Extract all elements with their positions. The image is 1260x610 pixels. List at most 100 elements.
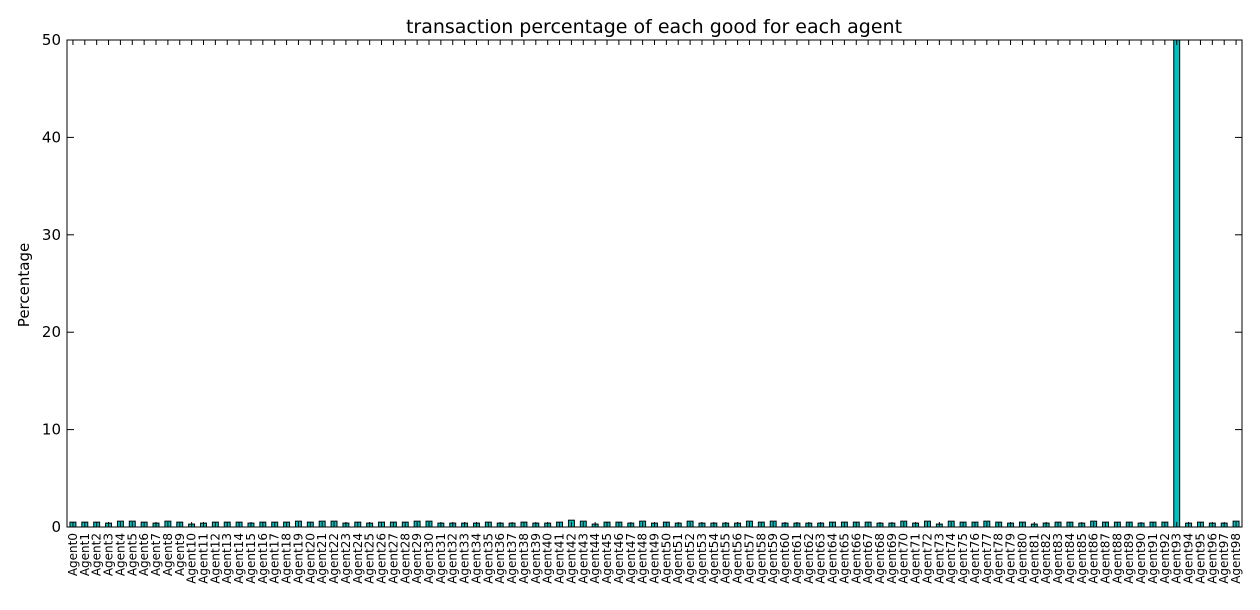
x-tick-labels: Agent0Agent1Agent2Agent3Agent4Agent5Agen… bbox=[66, 533, 1243, 584]
x-tick-label: Agent87 bbox=[1099, 533, 1113, 584]
x-tick-label: Agent39 bbox=[529, 533, 543, 584]
x-tick-label: Agent27 bbox=[386, 533, 400, 584]
x-tick-label: Agent34 bbox=[469, 533, 483, 584]
x-tick-label: Agent60 bbox=[778, 533, 792, 584]
x-tick-label: Agent78 bbox=[992, 533, 1006, 584]
x-tick-label: Agent53 bbox=[695, 533, 709, 584]
x-tick-label: Agent69 bbox=[885, 533, 899, 584]
x-tick-label: Agent65 bbox=[837, 533, 851, 584]
x-tick-label: Agent92 bbox=[1158, 533, 1172, 584]
x-tick-label: Agent42 bbox=[564, 533, 578, 584]
x-tick-label: Agent22 bbox=[327, 533, 341, 584]
x-tick-label: Agent77 bbox=[980, 533, 994, 584]
x-tick-label: Agent98 bbox=[1229, 533, 1243, 584]
x-tick-label: Agent44 bbox=[588, 533, 602, 584]
x-tick-label: Agent16 bbox=[256, 533, 270, 584]
x-tick-label: Agent17 bbox=[268, 533, 282, 584]
x-tick-label: Agent80 bbox=[1015, 533, 1029, 584]
bar-series bbox=[69, 39, 1240, 528]
x-tick-label: Agent81 bbox=[1027, 533, 1041, 584]
x-tick-label: Agent51 bbox=[671, 533, 685, 584]
x-tick-label: Agent64 bbox=[826, 533, 840, 584]
x-tick-label: Agent5 bbox=[125, 533, 139, 576]
x-tick-label: Agent26 bbox=[375, 533, 389, 584]
x-tick-label: Agent93 bbox=[1170, 533, 1184, 584]
x-tick-label: Agent48 bbox=[636, 533, 650, 584]
y-axis-label: Percentage bbox=[15, 243, 33, 327]
x-tick-label: Agent96 bbox=[1205, 533, 1219, 584]
x-tick-label: Agent82 bbox=[1039, 533, 1053, 584]
x-tick-label: Agent19 bbox=[291, 533, 305, 584]
y-tick-label: 30 bbox=[42, 226, 61, 244]
chart-title: transaction percentage of each good for … bbox=[406, 16, 902, 38]
x-tick-label: Agent29 bbox=[410, 533, 424, 584]
x-tick-label: Agent76 bbox=[968, 533, 982, 584]
x-tick-label: Agent1 bbox=[78, 533, 92, 576]
x-tick-label: Agent33 bbox=[458, 533, 472, 584]
x-tick-label: Agent20 bbox=[303, 533, 317, 584]
plot-frame bbox=[66, 39, 1243, 528]
x-tick-label: Agent59 bbox=[766, 533, 780, 584]
x-tick-label: Agent31 bbox=[434, 533, 448, 584]
x-tick-label: Agent67 bbox=[861, 533, 875, 584]
x-tick-label: Agent49 bbox=[648, 533, 662, 584]
x-tick-label: Agent71 bbox=[909, 533, 923, 584]
x-tick-label: Agent75 bbox=[956, 533, 970, 584]
x-tick-label: Agent94 bbox=[1182, 533, 1196, 584]
x-tick-label: Agent86 bbox=[1087, 533, 1101, 584]
x-tick-label: Agent9 bbox=[173, 533, 187, 576]
x-tick-label: Agent84 bbox=[1063, 533, 1077, 584]
x-tick-label: Agent55 bbox=[719, 533, 733, 584]
x-tick-label: Agent97 bbox=[1217, 533, 1231, 584]
x-tick-label: Agent62 bbox=[802, 533, 816, 584]
x-tick-label: Agent8 bbox=[161, 533, 175, 576]
x-tick-label: Agent21 bbox=[315, 533, 329, 584]
y-tick-label: 20 bbox=[42, 323, 61, 341]
x-tick-label: Agent88 bbox=[1110, 533, 1124, 584]
x-tick-label: Agent89 bbox=[1122, 533, 1136, 584]
x-tick-label: Agent72 bbox=[920, 533, 934, 584]
x-tick-label: Agent30 bbox=[422, 533, 436, 584]
x-tick-label: Agent13 bbox=[220, 533, 234, 584]
x-tick-label: Agent79 bbox=[1004, 533, 1018, 584]
x-tick-label: Agent28 bbox=[398, 533, 412, 584]
x-tick-label: Agent47 bbox=[624, 533, 638, 584]
x-tick-label: Agent6 bbox=[137, 533, 151, 576]
x-tick-label: Agent2 bbox=[90, 533, 104, 576]
x-tick-label: Agent66 bbox=[849, 533, 863, 584]
x-tick-label: Agent61 bbox=[790, 533, 804, 584]
x-tick-label: Agent18 bbox=[280, 533, 294, 584]
x-tick-label: Agent74 bbox=[944, 533, 958, 584]
x-tick-label: Agent7 bbox=[149, 533, 163, 576]
x-tick-label: Agent50 bbox=[659, 533, 673, 584]
y-tick-label: 40 bbox=[42, 128, 61, 146]
x-tick-label: Agent56 bbox=[731, 533, 745, 584]
x-tick-label: Agent24 bbox=[351, 533, 365, 584]
x-tick-label: Agent46 bbox=[612, 533, 626, 584]
x-tick-label: Agent12 bbox=[208, 533, 222, 584]
x-tick-label: Agent14 bbox=[232, 533, 246, 584]
x-tick-label: Agent83 bbox=[1051, 533, 1065, 584]
x-tick-label: Agent37 bbox=[505, 533, 519, 584]
x-tick-label: Agent11 bbox=[196, 533, 210, 584]
x-tick-label: Agent85 bbox=[1075, 533, 1089, 584]
x-tick-label: Agent35 bbox=[481, 533, 495, 584]
x-tick-label: Agent3 bbox=[102, 533, 116, 576]
x-tick-label: Agent43 bbox=[576, 533, 590, 584]
x-tick-label: Agent45 bbox=[600, 533, 614, 584]
bar-agent93 bbox=[1173, 39, 1181, 528]
x-tick-label: Agent40 bbox=[541, 533, 555, 584]
x-tick-label: Agent70 bbox=[897, 533, 911, 584]
y-tick-label: 10 bbox=[42, 421, 61, 439]
x-tick-label: Agent95 bbox=[1193, 533, 1207, 584]
x-tick-label: Agent58 bbox=[754, 533, 768, 584]
x-tick-label: Agent36 bbox=[493, 533, 507, 584]
x-tick-label: Agent0 bbox=[66, 533, 80, 576]
axis-ticks bbox=[67, 39, 1242, 528]
x-tick-label: Agent68 bbox=[873, 533, 887, 584]
x-tick-label: Agent32 bbox=[446, 533, 460, 584]
y-tick-label: 0 bbox=[51, 518, 61, 536]
x-tick-label: Agent38 bbox=[517, 533, 531, 584]
y-tick-label: 50 bbox=[42, 31, 61, 49]
x-tick-label: Agent23 bbox=[339, 533, 353, 584]
